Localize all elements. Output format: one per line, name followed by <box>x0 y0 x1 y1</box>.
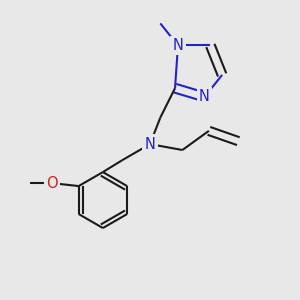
Text: O: O <box>46 176 58 190</box>
Text: N: N <box>145 136 155 152</box>
Text: N: N <box>199 89 210 104</box>
Text: N: N <box>172 38 183 53</box>
